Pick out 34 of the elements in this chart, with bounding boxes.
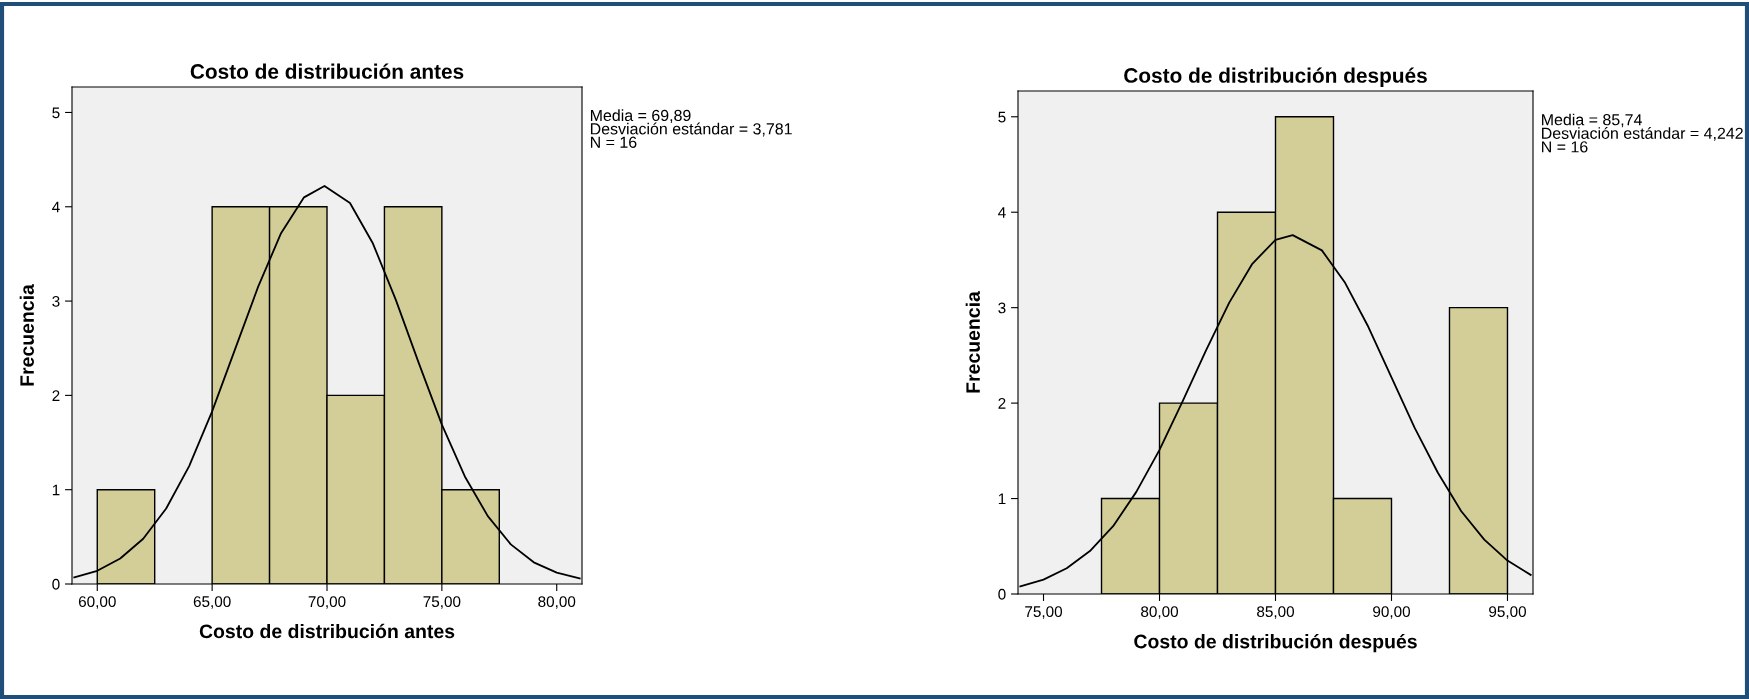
- x-tick-label: 75,00: [423, 596, 461, 609]
- text: Media = 69,89: [590, 109, 691, 123]
- x-axis-title: Costo de distribución antes: [199, 623, 455, 639]
- x-tick-label: 90,00: [1373, 606, 1411, 619]
- y-tick-label: 2: [52, 390, 60, 401]
- x-axis-title: Costo de distribución después: [1134, 633, 1417, 653]
- y-tick-label: 3: [998, 302, 1006, 314]
- text: Desviación estándar = 4,242: [1542, 127, 1743, 141]
- x-tick-label: 70,00: [308, 596, 346, 609]
- y-tick-label: 1: [52, 484, 60, 496]
- y-axis-title: Frecuencia: [965, 291, 980, 393]
- text: Desviación estándar = 3,781: [590, 122, 792, 137]
- y-tick-label: 0: [998, 588, 1006, 600]
- y-axis-title: Frecuencia: [19, 284, 34, 386]
- chart-title: Costo de distribución antes: [190, 63, 464, 79]
- text: N = 16: [590, 136, 637, 148]
- y-tick-label: 2: [998, 397, 1006, 409]
- chart-title: Costo de distribución después: [1124, 67, 1427, 87]
- x-tick-label: 65,00: [193, 596, 231, 609]
- y-tick-label: 3: [52, 295, 60, 307]
- text: Media = 85,74: [1542, 113, 1642, 128]
- y-tick-label: 4: [52, 201, 60, 213]
- y-tick-label: 5: [52, 107, 60, 119]
- x-tick-label: 85,00: [1257, 606, 1295, 619]
- x-tick-label: 80,00: [1141, 606, 1179, 619]
- x-tick-label: 80,00: [538, 596, 576, 609]
- y-tick-label: 0: [52, 578, 60, 590]
- text: N = 16: [1542, 141, 1588, 153]
- x-tick-label: 60,00: [78, 596, 116, 609]
- y-tick-label: 5: [998, 111, 1006, 123]
- y-tick-label: 1: [998, 493, 1006, 505]
- x-tick-label: 95,00: [1489, 606, 1526, 619]
- y-tick-label: 4: [998, 207, 1006, 218]
- x-tick-label: 75,00: [1025, 606, 1063, 619]
